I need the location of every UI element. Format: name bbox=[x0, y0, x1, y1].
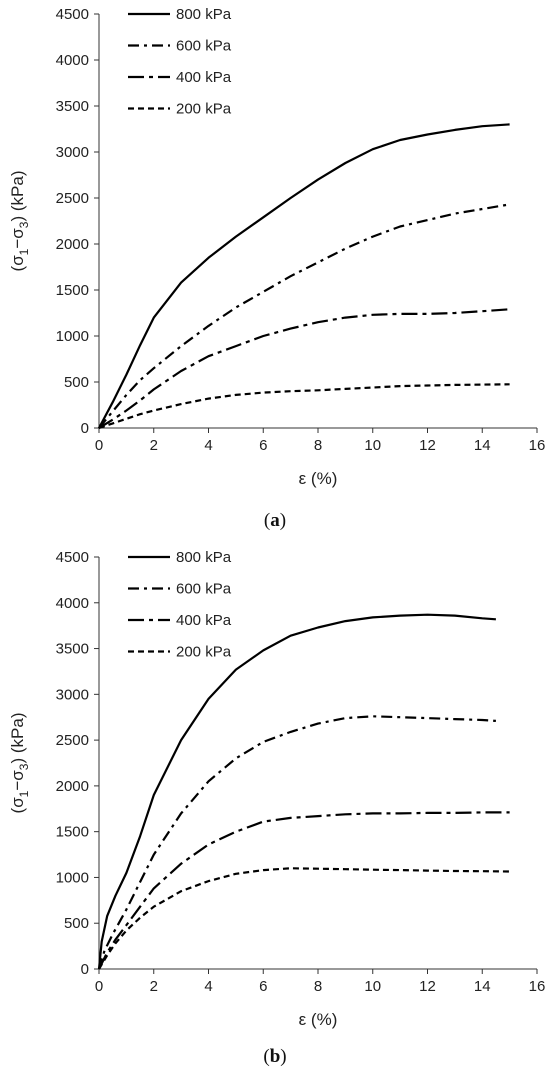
x-tick-label: 0 bbox=[95, 978, 103, 995]
series-line bbox=[98, 811, 510, 970]
x-tick-label: 2 bbox=[150, 978, 158, 995]
legend-label: 800 kPa bbox=[176, 6, 232, 23]
y-axis-label-part: ) (kPa) bbox=[8, 713, 27, 764]
y-tick-label: 3500 bbox=[56, 641, 89, 658]
y-axis-label-subscript: 1 bbox=[17, 790, 31, 797]
y-tick-label: 500 bbox=[64, 915, 89, 932]
legend-label: 800 kPa bbox=[176, 549, 232, 566]
y-axis-label-part: −σ bbox=[8, 770, 27, 791]
legend-label: 400 kPa bbox=[176, 612, 232, 629]
legend-label: 600 kPa bbox=[176, 581, 232, 598]
y-tick-label: 1500 bbox=[56, 282, 89, 299]
y-tick-label: 500 bbox=[64, 374, 89, 391]
x-tick-label: 6 bbox=[259, 978, 267, 995]
caption-letter: b bbox=[270, 1046, 281, 1067]
x-tick-label: 14 bbox=[474, 978, 491, 995]
caption-paren: ) bbox=[280, 510, 286, 531]
caption-paren: ( bbox=[263, 1046, 269, 1067]
panel-caption: (a) bbox=[264, 510, 286, 531]
x-tick-label: 6 bbox=[259, 437, 267, 454]
x-tick-label: 8 bbox=[314, 978, 322, 995]
chart-panel-a: 0 500 1000 1500 2000 2500 3000 3500 4000 4500 0 2 4 6… bbox=[8, 6, 545, 531]
y-tick-label: 4500 bbox=[56, 6, 89, 23]
legend-label: 200 kPa bbox=[176, 644, 232, 661]
y-tick-label: 1000 bbox=[56, 328, 89, 345]
caption-paren: ( bbox=[264, 510, 270, 531]
y-axis-label-part: (σ bbox=[8, 797, 27, 814]
y-tick-label: 1000 bbox=[56, 869, 89, 886]
series-line bbox=[98, 203, 510, 429]
x-tick-label: 12 bbox=[419, 978, 436, 995]
x-tick-label: 10 bbox=[364, 978, 381, 995]
y-tick-label: 4000 bbox=[56, 52, 89, 69]
y-axis-label-subscript: 3 bbox=[17, 221, 31, 228]
y-axis-label-part: −σ bbox=[8, 228, 27, 249]
legend-label: 400 kPa bbox=[176, 69, 232, 86]
y-tick-label: 3500 bbox=[56, 98, 89, 115]
x-tick-label: 10 bbox=[364, 437, 381, 454]
y-axis-label: (σ1−σ3) (kPa) bbox=[8, 713, 31, 814]
series-line bbox=[98, 383, 510, 430]
panel-caption: (b) bbox=[263, 1046, 286, 1067]
y-tick-label: 4000 bbox=[56, 595, 89, 612]
y-tick-label: 2500 bbox=[56, 732, 89, 749]
y-tick-label: 2000 bbox=[56, 778, 89, 795]
y-tick-label: 2500 bbox=[56, 190, 89, 207]
x-tick-label: 8 bbox=[314, 437, 322, 454]
x-tick-label: 16 bbox=[529, 978, 546, 995]
y-tick-label: 0 bbox=[81, 420, 89, 437]
caption-paren: ) bbox=[280, 1046, 286, 1067]
x-tick-label: 14 bbox=[474, 437, 491, 454]
series-line bbox=[98, 867, 510, 970]
x-axis-label: ε (%) bbox=[299, 469, 338, 488]
x-tick-label: 4 bbox=[204, 437, 212, 454]
y-axis-label-part: ) (kPa) bbox=[8, 171, 27, 222]
x-tick-label: 4 bbox=[204, 978, 212, 995]
caption-letter: a bbox=[270, 510, 280, 531]
y-tick-label: 2000 bbox=[56, 236, 89, 253]
y-axis-label-subscript: 1 bbox=[17, 248, 31, 255]
y-tick-label: 3000 bbox=[56, 686, 89, 703]
y-tick-label: 4500 bbox=[56, 549, 89, 566]
y-axis-label-part: (σ bbox=[8, 255, 27, 272]
y-tick-label: 3000 bbox=[56, 144, 89, 161]
legend-label: 200 kPa bbox=[176, 101, 232, 118]
x-axis-label: ε (%) bbox=[299, 1010, 338, 1029]
x-tick-label: 12 bbox=[419, 437, 436, 454]
series-line bbox=[97, 715, 496, 970]
y-axis-label-subscript: 3 bbox=[17, 763, 31, 770]
x-tick-label: 16 bbox=[529, 437, 546, 454]
chart-panel-b: 0 500 1000 1500 2000 2500 3000 3500 4000 4500 0 2 4 6… bbox=[8, 549, 545, 1067]
x-tick-label: 0 bbox=[95, 437, 103, 454]
series-line bbox=[98, 123, 510, 429]
legend-label: 600 kPa bbox=[176, 38, 232, 55]
series-line bbox=[98, 308, 510, 429]
x-tick-label: 2 bbox=[150, 437, 158, 454]
y-tick-label: 1500 bbox=[56, 824, 89, 841]
y-tick-label: 0 bbox=[81, 961, 89, 978]
y-axis-label: (σ1−σ3) (kPa) bbox=[8, 171, 31, 272]
series-line bbox=[97, 613, 496, 970]
